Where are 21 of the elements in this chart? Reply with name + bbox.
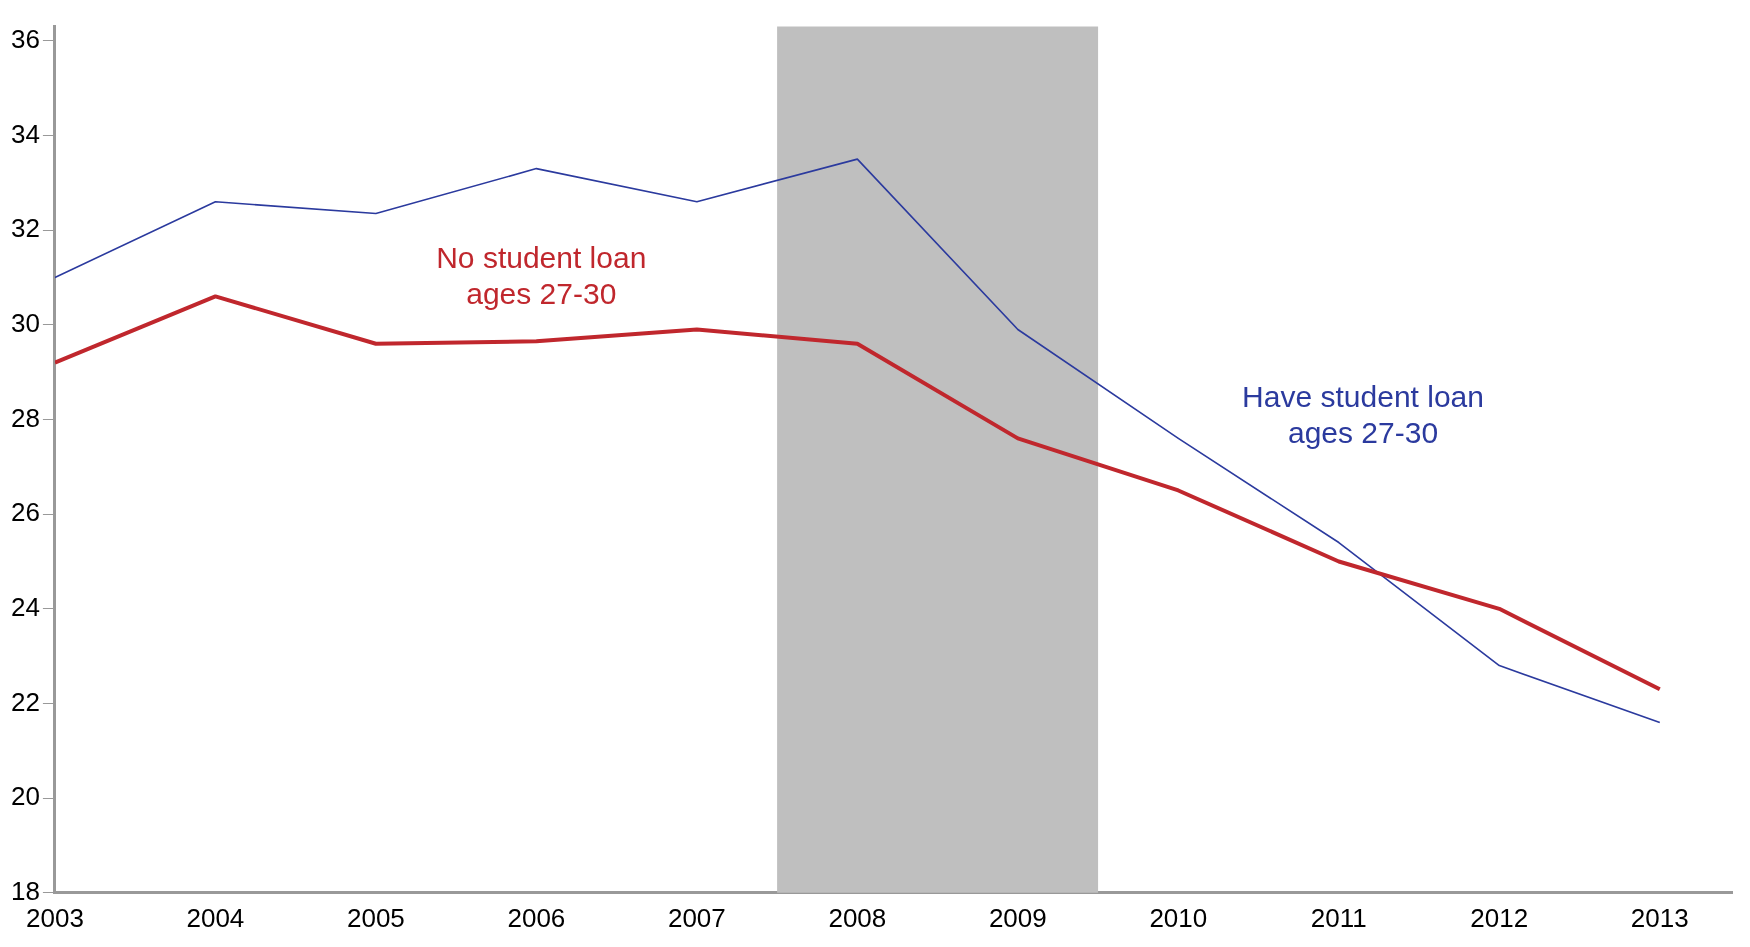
x-tick-label: 2007 [667,902,726,933]
annotation: Have student loan ages 27-30 [1242,379,1484,449]
x-tick-label: 2008 [828,902,887,933]
y-tick-label: 26 [11,497,40,528]
y-tick-label: 30 [11,307,40,338]
y-tick-label: 24 [11,591,40,622]
y-tick-label: 34 [11,118,40,149]
x-tick-label: 2010 [1149,902,1208,933]
x-tick-label: 2009 [988,902,1047,933]
y-tick-label: 22 [11,686,40,717]
y-tick-label: 32 [11,213,40,244]
x-tick-label: 2005 [346,902,405,933]
annotation: No student loan ages 27-30 [436,241,647,311]
x-tick-label: 2004 [186,902,245,933]
y-tick-label: 20 [11,781,40,812]
x-tick-label: 2012 [1470,902,1529,933]
y-tick-label: 28 [11,402,40,433]
x-tick-label: 2006 [507,902,566,933]
x-tick-label: 2013 [1630,902,1689,933]
y-tick-label: 36 [11,23,40,54]
x-tick-label: 2011 [1310,902,1367,933]
